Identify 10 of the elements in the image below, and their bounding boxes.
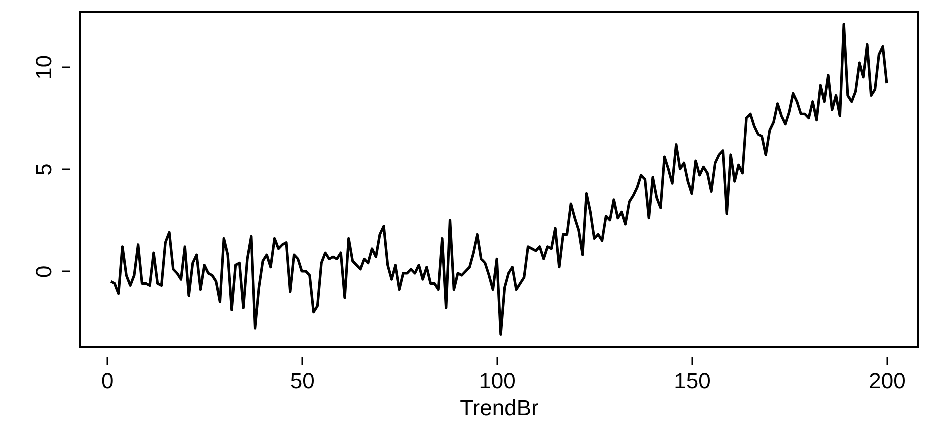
x-tick-label: 100 xyxy=(479,368,516,394)
x-tick-label: 50 xyxy=(290,368,315,394)
y-tick-label: 10 xyxy=(32,55,56,80)
x-tick-label: 150 xyxy=(674,368,711,394)
x-tick-label: 200 xyxy=(869,368,906,394)
x-axis-title: TrendBr xyxy=(460,396,539,420)
x-tick-label: 0 xyxy=(102,368,114,394)
y-tick-label: 5 xyxy=(32,164,56,176)
line-series xyxy=(110,22,888,336)
y-tick-label: 0 xyxy=(32,266,56,278)
